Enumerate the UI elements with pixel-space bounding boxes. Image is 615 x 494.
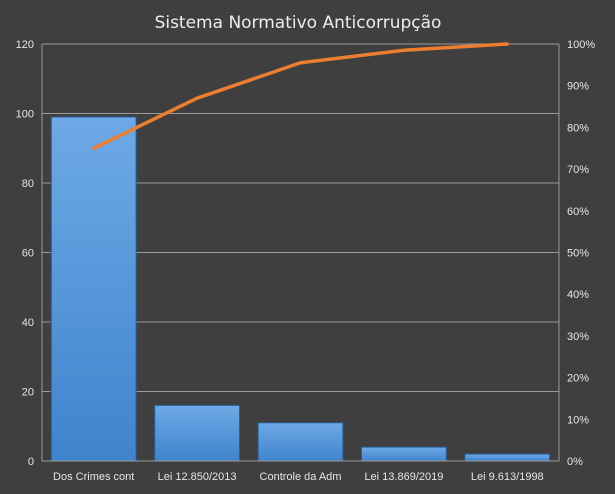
cumulative-line bbox=[91, 42, 510, 150]
x-tick-label: Lei 12.850/2013 bbox=[158, 471, 237, 483]
y2-tick-label: 30% bbox=[567, 331, 589, 343]
y-tick-label: 0 bbox=[28, 456, 34, 468]
y2-tick-label: 40% bbox=[567, 289, 589, 301]
y2-tick-label: 90% bbox=[567, 81, 589, 93]
y-tick-label: 40 bbox=[22, 317, 34, 329]
y2-tick-label: 50% bbox=[567, 248, 589, 260]
chart-title: Sistema Normativo Anticorrupção bbox=[155, 13, 442, 33]
y2-tick-label: 80% bbox=[567, 122, 589, 134]
y2-tick-label: 20% bbox=[567, 373, 589, 385]
axis-layer: 0 20 40 60 80 100 120 0% 10% 20% 30% 40% 50% 60% 70% 80… bbox=[16, 39, 596, 483]
y2-tick-label: 10% bbox=[567, 414, 589, 426]
y-tick-label: 20 bbox=[22, 387, 34, 399]
bar bbox=[257, 422, 344, 462]
y2-tick-label: 70% bbox=[567, 164, 589, 176]
x-tick-label: Controle da Adm bbox=[260, 471, 342, 483]
bar bbox=[50, 116, 137, 462]
y-tick-label: 120 bbox=[16, 39, 34, 51]
x-tick-label: Dos Crimes cont bbox=[53, 471, 134, 483]
y-tick-label: 60 bbox=[22, 248, 34, 260]
y2-tick-label: 0% bbox=[567, 456, 583, 468]
bar bbox=[464, 453, 551, 462]
x-tick-label: Lei 9.613/1998 bbox=[471, 471, 544, 483]
y-tick-label: 80 bbox=[22, 178, 34, 190]
bar bbox=[154, 404, 240, 462]
line-layer bbox=[91, 42, 510, 150]
bar-layer bbox=[50, 116, 551, 462]
y2-tick-label: 60% bbox=[567, 206, 589, 218]
y-tick-label: 100 bbox=[16, 109, 34, 121]
bar bbox=[361, 446, 447, 462]
x-tick-label: Lei 13.869/2019 bbox=[364, 471, 443, 483]
y2-tick-label: 100% bbox=[567, 39, 595, 51]
